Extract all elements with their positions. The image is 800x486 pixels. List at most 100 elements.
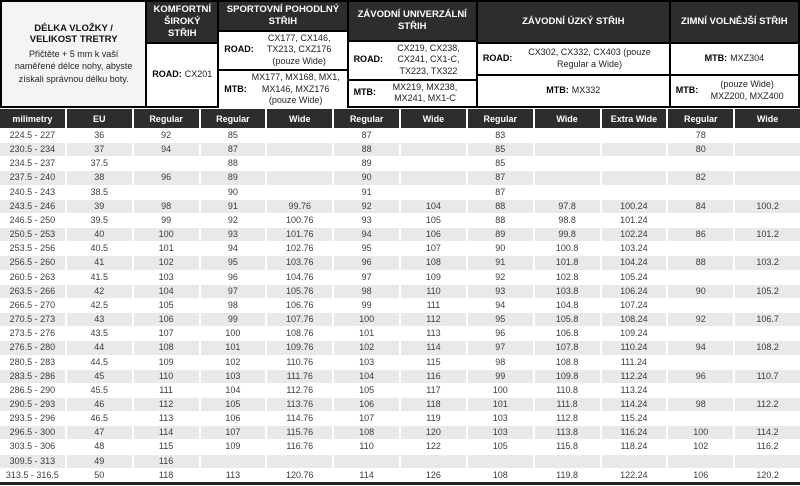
size-cell: 107 [200, 426, 266, 440]
size-cell [735, 270, 800, 284]
size-cell: 96 [467, 327, 533, 341]
size-cell: 313.5 - 316.5 [0, 468, 65, 482]
model-numbers: MX332 [571, 85, 601, 96]
size-cell: 99 [467, 369, 533, 383]
size-cell: 105 [334, 383, 399, 397]
size-cell: 95 [334, 242, 399, 256]
size-cell: 250.5 - 253 [0, 228, 65, 242]
size-cell: 103.2 [735, 256, 800, 270]
size-cell: 92 [200, 213, 266, 228]
size-cell: 106 [668, 468, 734, 482]
table-row: 260.5 - 263 41.5 103 96 104.76 97 109 92 102.8 10… [0, 270, 800, 284]
model-numbers: MX219, MX238, MX241, MX1-C [392, 81, 458, 104]
category-header: KOMFORTNÍ ŠIROKÝ STŘIH [147, 2, 218, 42]
model-list: MTB: MX177, MX168, MX1, MX146, MXZ176 (po… [219, 70, 347, 108]
size-cell: 98 [668, 397, 734, 412]
size-cell: 116.24 [601, 426, 667, 440]
size-cell [534, 454, 600, 468]
size-cell: 266.5 - 270 [0, 298, 65, 313]
table-row: 256.5 - 260 41 102 95 103.76 96 108 91 101.8 104.… [0, 256, 800, 270]
column-header-cell: Extra Wide [601, 109, 667, 128]
size-cell [267, 185, 333, 199]
size-cell: 107.24 [601, 298, 667, 313]
size-cell [735, 129, 800, 143]
size-cell: 94 [334, 228, 399, 242]
size-cell [601, 129, 667, 143]
size-cell [668, 213, 734, 228]
size-cell: 92 [334, 199, 399, 213]
model-type-label: MTB: [353, 87, 377, 98]
size-cell: 111.24 [601, 355, 667, 369]
size-cell: 115.8 [534, 440, 600, 454]
size-cell: 97 [334, 270, 399, 284]
size-cell: 102 [200, 355, 266, 369]
table-row: 246.5 - 250 39.5 99 92 100.76 93 105 88 98.8 101.… [0, 213, 800, 228]
size-cell: 43.5 [66, 327, 132, 341]
model-list: ROAD: CX302, CX332, CX403 (pouze Regular … [477, 44, 669, 74]
size-cell [735, 242, 800, 256]
size-cell: 39 [66, 199, 132, 213]
size-cell: 101 [133, 242, 199, 256]
size-cell: 122.24 [601, 468, 667, 482]
size-cell: 43 [66, 313, 132, 327]
size-cell: 108 [467, 468, 533, 482]
size-cell: 104.24 [601, 256, 667, 270]
size-cell: 97.8 [534, 199, 600, 213]
category-header: ZIMNÍ VOLNĚJŠÍ STŘIH [670, 2, 798, 42]
size-cell: 106 [401, 228, 466, 242]
model-list: ROAD: CX177, CX146, TX213, CXZ176 (pouze … [219, 31, 347, 69]
size-cell: 101.24 [601, 213, 667, 228]
size-cell: 99 [200, 313, 266, 327]
size-cell [601, 157, 667, 171]
model-numbers: MXZ304 [730, 53, 765, 64]
size-cell: 106.7 [735, 313, 800, 327]
size-cell: 105.76 [267, 284, 333, 298]
size-cell [534, 157, 600, 171]
size-cell: 243.5 - 246 [0, 199, 65, 213]
size-cell: 224.5 - 227 [0, 129, 65, 143]
column-header-cell: Regular [668, 109, 734, 128]
size-cell [735, 454, 800, 468]
size-cell [401, 185, 466, 199]
size-cell: 87 [200, 143, 266, 157]
size-cell: 111 [133, 383, 199, 397]
size-cell: 112.76 [267, 383, 333, 397]
size-cell: 116 [133, 454, 199, 468]
size-cell: 46.5 [66, 412, 132, 426]
size-cell: 91 [334, 185, 399, 199]
size-cell [735, 298, 800, 313]
chart-header: DÉLKA VLOŽKY / VELIKOST TRETRY Přičtěte … [0, 0, 800, 108]
size-cell: 105 [401, 213, 466, 228]
size-cell: 103.76 [267, 256, 333, 270]
size-cell: 106.24 [601, 284, 667, 298]
size-cell: 45.5 [66, 383, 132, 397]
size-cell: 103 [467, 426, 533, 440]
size-cell [267, 143, 333, 157]
size-cell: 309.5 - 313 [0, 454, 65, 468]
size-cell [401, 454, 466, 468]
size-cell: 112 [133, 397, 199, 412]
size-cell: 91 [467, 256, 533, 270]
model-list: MTB: MX332 [477, 76, 669, 106]
size-cell: 92 [668, 313, 734, 327]
size-cell [735, 355, 800, 369]
size-cell: 96 [668, 369, 734, 383]
table-row: 263.5 - 266 42 104 97 105.76 98 110 93 103.8 106.… [0, 284, 800, 298]
model-type-label: MTB: [546, 85, 569, 96]
model-type-label: MTB: [704, 53, 728, 64]
size-cell: 110.76 [267, 355, 333, 369]
size-cell: 98.8 [534, 213, 600, 228]
size-cell: 120.76 [267, 468, 333, 482]
size-cell [267, 157, 333, 171]
size-cell: 105.8 [534, 313, 600, 327]
size-cell: 42 [66, 284, 132, 298]
size-cell [467, 454, 533, 468]
size-cell: 109 [133, 355, 199, 369]
size-cell: 106 [334, 397, 399, 412]
size-cell: 36 [66, 129, 132, 143]
size-cell: 100.24 [601, 199, 667, 213]
size-cell: 108.8 [534, 355, 600, 369]
size-cell: 114 [401, 341, 466, 355]
size-cell: 88 [467, 213, 533, 228]
size-cell: 113.8 [534, 426, 600, 440]
